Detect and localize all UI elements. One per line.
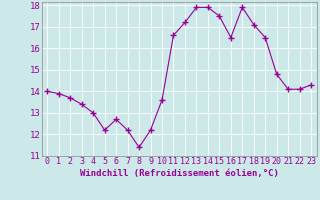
X-axis label: Windchill (Refroidissement éolien,°C): Windchill (Refroidissement éolien,°C) [80, 169, 279, 178]
